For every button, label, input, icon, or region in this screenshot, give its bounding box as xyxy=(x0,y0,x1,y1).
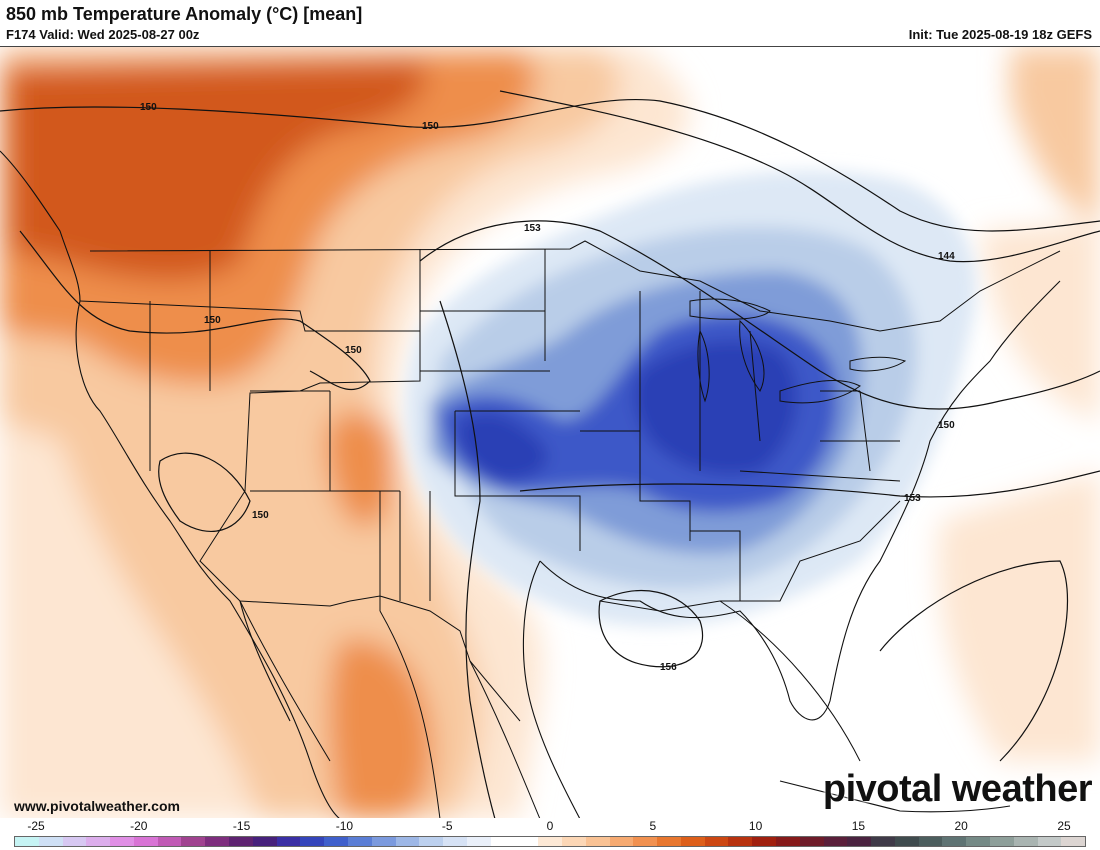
colorbar-swatch xyxy=(585,837,610,846)
colorbar-swatch xyxy=(371,837,396,846)
map-title: 850 mb Temperature Anomaly (°C) [mean] xyxy=(6,4,363,24)
colorbar-swatch xyxy=(776,837,800,846)
great-lakes xyxy=(689,298,907,404)
colorbar-swatch xyxy=(728,837,753,846)
colorbar-tick-label: -25 xyxy=(27,819,45,833)
brand-logo: pivotal weather xyxy=(822,768,1093,810)
colorbar-swatch xyxy=(633,837,658,846)
colorbar-swatch xyxy=(657,837,681,846)
colorbar-swatches xyxy=(14,836,1086,847)
colorbar-swatch xyxy=(847,837,872,846)
colorbar-tick-label: -20 xyxy=(130,819,148,833)
colorbar-swatch xyxy=(252,837,277,846)
colorbar-swatch xyxy=(514,837,539,846)
colorbar-swatch xyxy=(704,837,729,846)
colorbar-swatch xyxy=(395,837,420,846)
site-credit: www.pivotalweather.com xyxy=(14,798,180,814)
colorbar-swatch xyxy=(918,837,943,846)
colorbar-swatch xyxy=(86,837,111,846)
political-borders xyxy=(79,240,1061,819)
contour-label: 153 xyxy=(904,493,921,504)
colorbar-ticks: -25 -20 -15 -10 -5 0 5 10 15 20 25 xyxy=(0,818,1100,834)
colorbar-swatch xyxy=(894,837,919,846)
colorbar-swatch xyxy=(133,837,158,846)
colorbar-swatch xyxy=(823,837,848,846)
colorbar-swatch xyxy=(229,837,253,846)
warm-anomaly-shading xyxy=(0,47,1100,819)
colorbar-swatch xyxy=(443,837,467,846)
contour-label: 150 xyxy=(140,102,157,113)
colorbar-swatch xyxy=(990,837,1014,846)
map-canvas: 150 150 150 150 150 150 153 153 144 150 … xyxy=(0,47,1100,819)
colorbar: -25 -20 -15 -10 -5 0 5 10 15 20 25 xyxy=(0,818,1100,850)
colorbar-swatch xyxy=(157,837,182,846)
colorbar-swatch xyxy=(752,837,776,846)
height-contours xyxy=(0,90,1100,819)
colorbar-swatch xyxy=(1037,837,1062,846)
colorbar-swatch xyxy=(871,837,895,846)
contour-label: 150 xyxy=(345,345,362,356)
colorbar-swatch xyxy=(276,837,301,846)
colorbar-tick-label: -10 xyxy=(335,819,354,833)
contour-label: 156 xyxy=(660,662,677,673)
colorbar-swatch xyxy=(561,837,586,846)
cold-anomaly-shading xyxy=(406,170,977,627)
colorbar-swatch xyxy=(15,837,39,846)
colorbar-swatch xyxy=(181,837,206,846)
colorbar-swatch xyxy=(300,837,325,846)
colorbar-swatch xyxy=(490,837,515,846)
header: 850 mb Temperature Anomaly (°C) [mean] F… xyxy=(0,0,1100,46)
colorbar-tick-label: 15 xyxy=(851,819,866,833)
init-time: Init: Tue 2025-08-19 18z GEFS xyxy=(908,27,1092,42)
colorbar-swatch xyxy=(538,837,562,846)
colorbar-swatch xyxy=(466,837,491,846)
colorbar-tick-label: -5 xyxy=(441,819,453,833)
colorbar-swatch xyxy=(1061,837,1086,846)
colorbar-tick-label: 5 xyxy=(649,819,657,833)
colorbar-swatch xyxy=(38,837,63,846)
colorbar-swatch xyxy=(680,837,705,846)
contour-label: 144 xyxy=(938,251,955,262)
colorbar-swatch xyxy=(347,837,372,846)
valid-time: F174 Valid: Wed 2025-08-27 00z xyxy=(6,27,200,42)
colorbar-tick-label: 25 xyxy=(1057,819,1071,833)
contour-label: 150 xyxy=(422,121,439,132)
colorbar-swatch xyxy=(62,837,87,846)
colorbar-swatch xyxy=(966,837,991,846)
contour-label: 153 xyxy=(524,223,541,234)
contour-label: 150 xyxy=(938,420,955,431)
colorbar-tick-label: 10 xyxy=(748,819,763,833)
colorbar-tick-label: 0 xyxy=(546,819,554,833)
colorbar-swatch xyxy=(110,837,134,846)
colorbar-swatch xyxy=(609,837,634,846)
colorbar-swatch xyxy=(324,837,348,846)
colorbar-swatch xyxy=(942,837,967,846)
anomaly-map: 150 150 150 150 150 150 153 153 144 150 … xyxy=(0,46,1100,820)
colorbar-tick-label: -15 xyxy=(232,819,251,833)
colorbar-swatch xyxy=(205,837,230,846)
colorbar-swatch xyxy=(799,837,824,846)
coastlines xyxy=(0,150,1061,819)
colorbar-swatch xyxy=(419,837,444,846)
colorbar-swatch xyxy=(1013,837,1038,846)
contour-label: 150 xyxy=(204,315,221,326)
colorbar-tick-label: 20 xyxy=(954,819,968,833)
contour-label: 150 xyxy=(252,510,269,521)
contour-labels: 150 150 150 150 150 150 153 153 144 150 … xyxy=(140,102,955,673)
